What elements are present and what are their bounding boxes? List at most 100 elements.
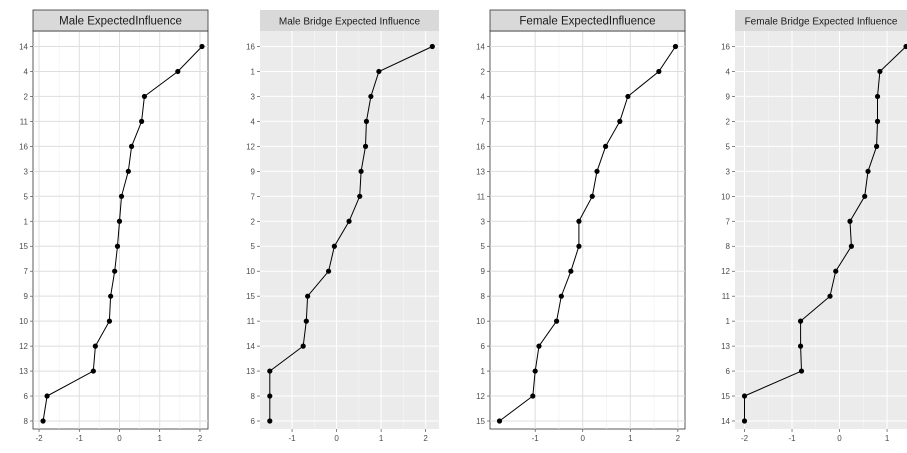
y-tick-label: 15 (246, 292, 255, 301)
y-tick-label: 7 (24, 267, 29, 276)
y-tick-label: 2 (726, 117, 731, 126)
y-tick-label: 16 (721, 43, 730, 52)
data-point (141, 93, 148, 100)
y-tick-label: 13 (246, 367, 255, 376)
x-tick-label: 1 (885, 434, 890, 443)
y-tick-label: 14 (19, 43, 28, 52)
y-tick-label: 8 (251, 392, 256, 401)
y-tick-label: 12 (19, 342, 28, 351)
y-tick-label: 6 (24, 392, 29, 401)
x-tick-label: 1 (379, 434, 384, 443)
data-point (656, 68, 662, 75)
y-tick-label: 8 (481, 292, 486, 301)
panel-3: Female ExpectedInfluence1512161089531113… (476, 9, 686, 443)
data-point (672, 43, 679, 50)
y-tick-label: 13 (476, 167, 485, 176)
data-point (267, 418, 273, 424)
data-point (797, 343, 804, 349)
y-tick-label: 3 (726, 167, 731, 176)
y-tick-label: 10 (476, 317, 485, 326)
data-point (128, 143, 135, 149)
data-point (363, 118, 370, 124)
data-point (358, 168, 364, 174)
data-point (862, 193, 868, 199)
data-point (833, 268, 839, 274)
data-point (346, 218, 352, 224)
data-point (602, 143, 609, 149)
y-tick-label: 9 (726, 92, 731, 101)
y-tick-label: 14 (246, 342, 255, 351)
y-tick-label: 11 (20, 117, 29, 126)
data-point (44, 393, 50, 399)
y-tick-label: 15 (19, 242, 28, 251)
facet-title: Male Bridge Expected Influence (279, 17, 421, 28)
data-point (617, 118, 623, 124)
y-tick-label: 4 (726, 67, 731, 76)
data-point (108, 293, 114, 299)
x-tick-label: 0 (117, 434, 122, 443)
data-point (429, 43, 435, 50)
data-point (625, 93, 631, 100)
y-tick-label: 15 (721, 392, 730, 401)
y-tick-label: 6 (251, 417, 256, 426)
panel-background (735, 31, 907, 429)
y-tick-label: 10 (246, 267, 255, 276)
y-tick-label: 12 (476, 392, 485, 401)
y-tick-label: 10 (19, 317, 28, 326)
series-line (499, 46, 676, 422)
y-tick-label: 2 (251, 217, 256, 226)
x-tick-label: 0 (334, 434, 339, 443)
y-tick-label: 1 (726, 317, 731, 326)
data-point (368, 93, 374, 100)
data-point (199, 43, 205, 50)
data-point (496, 418, 503, 424)
panel-1: Male ExpectedInfluence861312109715153161… (19, 9, 209, 443)
x-tick-label: 2 (676, 434, 681, 443)
y-tick-label: 1 (481, 367, 486, 376)
y-tick-label: 6 (481, 342, 486, 351)
data-point (40, 418, 46, 424)
y-tick-label: 13 (19, 367, 28, 376)
y-tick-label: 9 (24, 292, 29, 301)
facet-strip (260, 10, 439, 31)
data-point (325, 268, 332, 274)
data-point (741, 418, 748, 424)
data-point (305, 293, 311, 299)
data-point (741, 393, 748, 399)
data-point (903, 43, 907, 50)
data-point (300, 343, 306, 349)
y-tick-label: 7 (481, 117, 486, 126)
facet-title: Female Bridge Expected Influence (745, 17, 898, 28)
data-point (92, 343, 98, 349)
x-tick-label: -2 (741, 434, 749, 443)
panel-4: Female Bridge Expected Influence14156131… (721, 10, 907, 443)
y-tick-label: 4 (481, 92, 486, 101)
data-point (116, 218, 123, 224)
data-point (331, 243, 337, 249)
series-line (269, 46, 433, 421)
data-point (303, 318, 309, 324)
facet-title: Male ExpectedInfluence (59, 16, 182, 28)
x-tick-label: -1 (788, 434, 796, 443)
facet-title: Female ExpectedInfluence (519, 16, 655, 28)
y-tick-label: 9 (481, 267, 486, 276)
data-point (877, 68, 883, 75)
panel-background (32, 30, 209, 430)
x-tick-label: 1 (157, 434, 162, 443)
y-tick-label: 11 (477, 192, 486, 201)
y-tick-label: 15 (476, 417, 485, 426)
data-point (827, 293, 833, 299)
data-point (553, 318, 560, 324)
y-tick-label: 5 (481, 242, 486, 251)
x-tick-label: -2 (35, 434, 43, 443)
y-tick-label: 8 (726, 242, 731, 251)
x-tick-label: 1 (628, 434, 633, 443)
y-tick-label: 11 (722, 292, 731, 301)
data-point (357, 193, 363, 199)
y-tick-label: 16 (19, 142, 28, 151)
data-point (530, 393, 536, 399)
y-tick-label: 8 (24, 417, 29, 426)
data-point (112, 268, 118, 274)
data-point (847, 218, 853, 224)
